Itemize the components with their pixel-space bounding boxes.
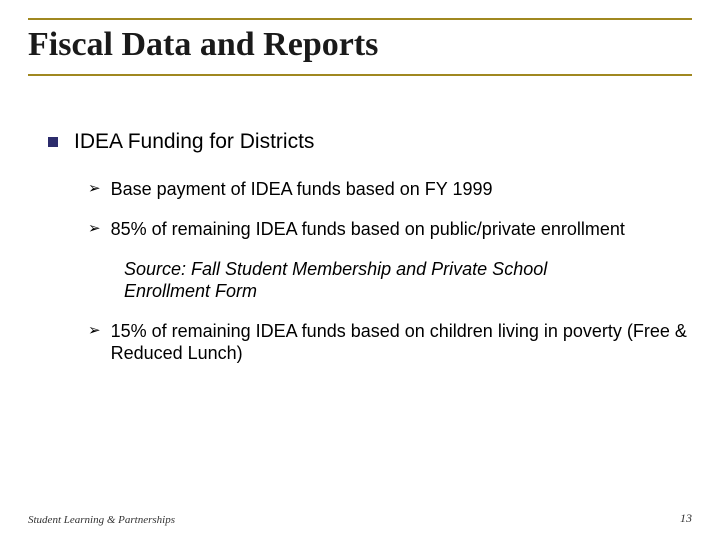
square-bullet-icon	[48, 137, 58, 147]
bullet-level2-group: ➢ 15% of remaining IDEA funds based on c…	[48, 320, 692, 364]
bullet-level2-text: 85% of remaining IDEA funds based on pub…	[111, 218, 625, 240]
bullet-level2-group: ➢ Base payment of IDEA funds based on FY…	[48, 178, 692, 240]
slide-number: 13	[680, 511, 692, 526]
bullet-level1-text: IDEA Funding for Districts	[74, 130, 314, 154]
slide-title: Fiscal Data and Reports	[28, 26, 692, 64]
title-block: Fiscal Data and Reports	[28, 18, 692, 76]
arrow-bullet-icon: ➢	[88, 178, 101, 200]
bullet-level1: IDEA Funding for Districts	[48, 130, 692, 154]
slide-body: IDEA Funding for Districts ➢ Base paymen…	[28, 130, 692, 364]
bullet-level2-text: 15% of remaining IDEA funds based on chi…	[111, 320, 692, 364]
bullet-level2: ➢ 15% of remaining IDEA funds based on c…	[88, 320, 692, 364]
footer: Student Learning & Partnerships 13	[28, 511, 692, 526]
footer-left-text: Student Learning & Partnerships	[28, 514, 175, 526]
bullet-level2-text: Base payment of IDEA funds based on FY 1…	[111, 178, 493, 200]
arrow-bullet-icon: ➢	[88, 218, 101, 240]
bullet-level2: ➢ 85% of remaining IDEA funds based on p…	[88, 218, 692, 240]
source-text: Source: Fall Student Membership and Priv…	[48, 258, 692, 302]
bullet-level2: ➢ Base payment of IDEA funds based on FY…	[88, 178, 692, 200]
slide: Fiscal Data and Reports IDEA Funding for…	[0, 0, 720, 540]
arrow-bullet-icon: ➢	[88, 320, 101, 342]
